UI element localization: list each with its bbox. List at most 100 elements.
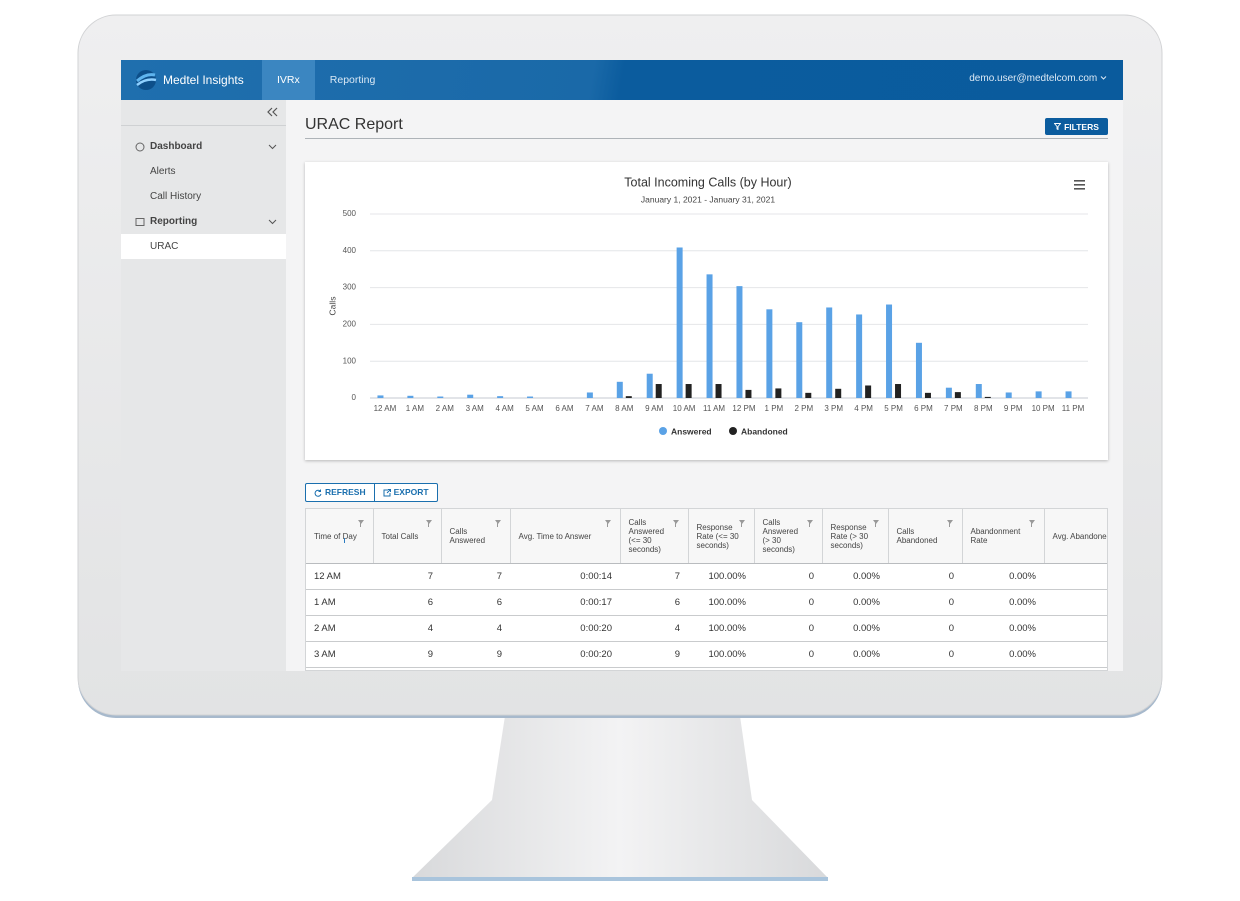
bar — [805, 392, 812, 398]
x-tick-label: 7 PM — [944, 404, 963, 413]
table-cell: 7 — [373, 563, 441, 590]
monitor-stand — [412, 716, 828, 878]
table-cell: 4 — [373, 615, 441, 642]
table-cell: 1 AM — [306, 589, 373, 616]
bar — [915, 342, 922, 398]
table-cell: 9 — [373, 641, 441, 668]
button-label: EXPORT — [393, 487, 429, 497]
filter-icon — [806, 520, 813, 527]
table-cell: 6 — [373, 589, 441, 616]
table-row: 3 AM 9 9 0:00:20 9 100.00% 0 0.00% 0 0.00% — [306, 641, 1107, 668]
column-header[interactable]: Total Calls — [373, 509, 442, 564]
column-header[interactable]: Calls Answered (<= 30 seconds) — [620, 509, 689, 564]
x-tick-label: 5 AM — [525, 404, 544, 413]
table-cell: 0 — [754, 641, 822, 668]
bar — [826, 307, 833, 398]
table-cell: 4 — [620, 615, 688, 642]
column-label: Response Rate (<= 30 seconds) — [696, 522, 739, 550]
column-header[interactable]: Avg. Time to Answer — [510, 509, 621, 564]
column-header[interactable]: Time of Day — [306, 509, 374, 564]
bar — [895, 384, 902, 398]
group-label: Dashboard — [150, 141, 203, 152]
bar — [437, 396, 444, 398]
filter-icon — [357, 520, 364, 527]
column-header[interactable]: Response Rate (> 30 seconds) — [822, 509, 889, 564]
side-group[interactable]: Dashboard — [121, 134, 286, 159]
table-cell: 9 — [620, 641, 688, 668]
column-label: Calls Answered (> 30 seconds) — [762, 518, 799, 554]
x-tick-label: 5 PM — [884, 404, 903, 413]
column-header[interactable]: Calls Answered — [441, 509, 511, 564]
brand[interactable]: Medtel Insights — [135, 69, 244, 91]
chart-title: Total Incoming Calls (by Hour) — [624, 175, 791, 189]
table-cell: 0.00% — [822, 615, 888, 642]
table-cell: 0 — [888, 589, 962, 616]
table-cell: 0:00:17 — [510, 589, 620, 616]
user-email: demo.user@medtelcom.com — [969, 73, 1098, 84]
button-label: REFRESH — [325, 487, 366, 497]
bar — [467, 394, 474, 398]
x-tick-label: 7 AM — [585, 404, 604, 413]
column-header[interactable]: Calls Answered (> 30 seconds) — [754, 509, 823, 564]
side-item[interactable]: URAC — [121, 234, 286, 259]
brand-name: Medtel Insights — [163, 73, 244, 87]
user-menu[interactable]: demo.user@medtelcom.com — [969, 60, 1107, 98]
filter-icon — [425, 520, 432, 527]
bar — [586, 392, 593, 398]
column-header[interactable]: Abandonment Rate — [962, 509, 1045, 564]
button-icon — [314, 489, 322, 497]
icon-shape — [383, 488, 391, 496]
y-tick-label: 200 — [343, 320, 357, 329]
column-label: Abandonment Rate — [970, 527, 1021, 545]
x-tick-label: 9 PM — [1004, 404, 1023, 413]
column-header[interactable]: Avg. Abandoned Ring Time — [1044, 509, 1107, 564]
chevron — [1100, 76, 1107, 80]
group-icon — [135, 218, 145, 226]
icon-shape — [314, 489, 322, 497]
bar — [377, 395, 384, 398]
table-cell: 3 AM — [306, 641, 373, 668]
nav-tab[interactable]: Reporting — [329, 74, 376, 86]
filters-button[interactable]: FILTERS — [1045, 118, 1108, 135]
side-item[interactable]: Alerts — [150, 166, 176, 177]
bar — [954, 392, 961, 398]
side-group[interactable]: Reporting — [121, 209, 286, 234]
table-cell: 7 — [620, 563, 688, 590]
filter-icon — [872, 520, 879, 527]
table-cell: 0.00% — [962, 615, 1044, 642]
nav-tab[interactable]: IVRx — [262, 60, 315, 100]
toolbar-button[interactable]: EXPORT — [373, 484, 437, 501]
table-cell: 4 — [441, 615, 510, 642]
table-cell-empty — [1044, 563, 1107, 590]
x-tick-label: 8 PM — [974, 404, 993, 413]
x-tick-label: 3 AM — [466, 404, 485, 413]
filter-icon — [672, 520, 679, 527]
x-tick-label: 11 AM — [703, 404, 725, 413]
collapse-button[interactable] — [267, 107, 279, 117]
legend-label[interactable]: Abandoned — [741, 426, 788, 436]
chart: Total Incoming Calls (by Hour) January 1… — [327, 175, 1088, 436]
menu-line — [1074, 188, 1085, 190]
toolbar: REFRESH EXPORT — [305, 483, 438, 502]
filter-icon — [738, 520, 745, 527]
table-cell: 0:00:20 — [510, 641, 620, 668]
legend-label[interactable]: Answered — [671, 426, 712, 436]
toolbar-button[interactable]: REFRESH — [306, 484, 374, 501]
side-item[interactable]: Call History — [150, 191, 202, 202]
chevron — [268, 144, 277, 150]
bar — [1005, 392, 1012, 398]
x-tick-label: 3 PM — [824, 404, 843, 413]
table-cell: 0.00% — [822, 641, 888, 668]
table-cell: 0 — [754, 615, 822, 642]
legend-marker — [659, 427, 667, 435]
table-cell: 6 — [441, 589, 510, 616]
column-label: Calls Answered — [449, 527, 486, 545]
screen: Medtel Insights IVRx Reporting demo.user@… — [121, 60, 1123, 671]
chart-menu[interactable] — [1074, 180, 1085, 190]
group-icon — [135, 142, 145, 152]
bar — [407, 395, 414, 398]
column-header[interactable]: Calls Abandoned — [888, 509, 963, 564]
x-tick-label: 12 PM — [732, 404, 755, 413]
column-header[interactable]: Response Rate (<= 30 seconds) — [688, 509, 755, 564]
menu-line — [1074, 184, 1085, 186]
